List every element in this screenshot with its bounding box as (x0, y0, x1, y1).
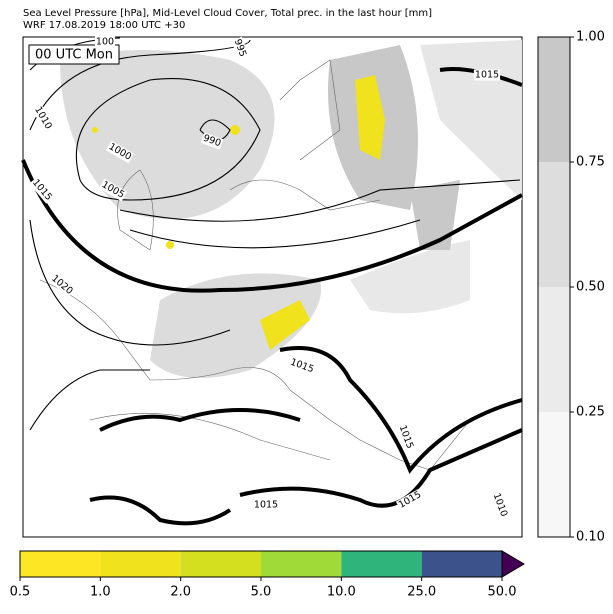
colorbar-band (421, 551, 502, 577)
time-label: 00 UTC Mon (35, 48, 113, 63)
isobar-label-bg (48, 272, 76, 298)
subtitle: WRF 17.08.2019 18:00 UTC +30 (23, 20, 185, 31)
coastlines (39, 59, 521, 471)
tick-label: 0.10 (576, 530, 605, 545)
isobar-label-bg (252, 499, 280, 511)
time-box (28, 44, 120, 65)
isobar-label-bg (29, 176, 55, 204)
colorbar-band (538, 37, 570, 162)
colorbar-extend (501, 550, 525, 578)
isobar-label-bg (287, 356, 317, 376)
tick-label: 1.0 (90, 585, 111, 600)
isobar-label: 1015 (254, 500, 278, 511)
isobar-label-bg (98, 178, 128, 202)
precip-field (92, 75, 385, 350)
map: 00 UTC Mon (21, 36, 523, 538)
thick-isobars (21, 67, 523, 526)
tick-label: 0.75 (576, 155, 605, 170)
colorbar-band (538, 412, 570, 537)
isobar-label-bg (200, 132, 224, 150)
isobar-label-bg (31, 103, 55, 133)
tick-label: 10.0 (327, 585, 356, 600)
colorbar-band (180, 551, 261, 577)
isobar-label-bg (94, 36, 116, 48)
cloud-colorbar: 0.10 0.25 0.50 0.75 1.00 (537, 30, 605, 545)
isobar-label-bg (105, 140, 135, 164)
isobar-label-bg (231, 36, 249, 60)
colorbar-band (20, 551, 101, 577)
isobar-label-bg (490, 490, 510, 520)
isobar-label-bg (396, 422, 416, 452)
tick-label: 0.50 (576, 280, 605, 295)
tick-label: 5.0 (251, 585, 272, 600)
isobar-label-bg (473, 69, 501, 81)
tick-label: 0.5 (10, 585, 31, 600)
isobar-label-bg (395, 488, 425, 512)
isobar-label: 100 (96, 37, 114, 48)
colorbar-band (261, 551, 342, 577)
tick-label: 0.25 (576, 405, 605, 420)
isobar-label: 1015 (475, 70, 499, 81)
tick-label: 25.0 (407, 585, 436, 600)
colorbar-band (538, 287, 570, 412)
tick-label: 1.00 (576, 30, 605, 45)
tick-label: 2.0 (170, 585, 191, 600)
colorbar-band (100, 551, 181, 577)
colorbar-band (538, 162, 570, 287)
colorbar-band (341, 551, 422, 577)
precip-colorbar: 0.5 1.0 2.0 5.0 10.0 25.0 50.0 (10, 550, 525, 600)
title: Sea Level Pressure [hPa], Mid-Level Clou… (23, 8, 432, 19)
tick-label: 50.0 (488, 585, 517, 600)
